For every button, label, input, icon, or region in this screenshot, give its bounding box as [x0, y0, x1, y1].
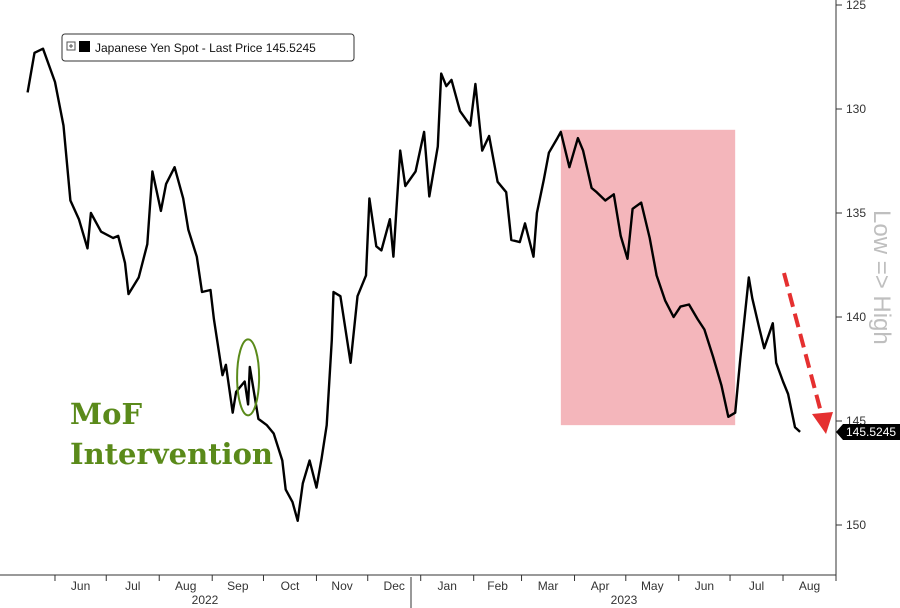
trend-arrow	[782, 272, 833, 434]
x-tick-label: May	[641, 579, 664, 593]
x-tick-label: Jul	[125, 579, 140, 593]
x-tick-label: Jun	[695, 579, 714, 593]
x-tick-label: Aug	[799, 579, 820, 593]
x-tick-label: Apr	[591, 579, 610, 593]
x-tick-label: Aug	[175, 579, 196, 593]
legend: Japanese Yen Spot - Last Price 145.5245	[61, 33, 355, 62]
x-tick-label: Jun	[71, 579, 90, 593]
y-tick-label: 135	[846, 206, 866, 220]
last-price-value: 145.5245	[846, 425, 896, 439]
y-tick-label: 140	[846, 310, 866, 324]
intervention-label-line1: MoF	[70, 397, 142, 431]
x-tick-label: Dec	[384, 579, 405, 593]
x-ticks: Jun Jul Aug Sep Oct Nov Dec Jan Feb Mar Apr May Jun J…	[54, 575, 837, 593]
legend-swatch	[79, 41, 90, 52]
x-tick-label: Feb	[487, 579, 508, 593]
last-price-tag: 145.5245	[836, 424, 900, 440]
intervention-label-line2: Intervention	[70, 437, 273, 471]
x-tick-label: Jan	[438, 579, 457, 593]
x-tick-label: Nov	[331, 579, 352, 593]
x-tick-label: Mar	[538, 579, 559, 593]
y-tick-label: 125	[846, 0, 866, 12]
intervention-ellipse	[236, 338, 261, 417]
price-line	[26, 47, 801, 522]
legend-toggle-icon	[66, 41, 76, 51]
y-tick-label: 130	[846, 102, 866, 116]
legend-text: Japanese Yen Spot - Last Price 145.5245	[95, 41, 316, 55]
y-tick-label: 150	[846, 518, 866, 532]
year-label-2023: 2023	[611, 593, 638, 607]
y-side-label: Low => High	[868, 210, 895, 345]
year-label-2022: 2022	[192, 593, 219, 607]
x-tick-label: Sep	[227, 579, 249, 593]
x-tick-label: Jul	[749, 579, 764, 593]
shaded-period	[560, 129, 736, 426]
x-tick-label: Oct	[281, 579, 300, 593]
